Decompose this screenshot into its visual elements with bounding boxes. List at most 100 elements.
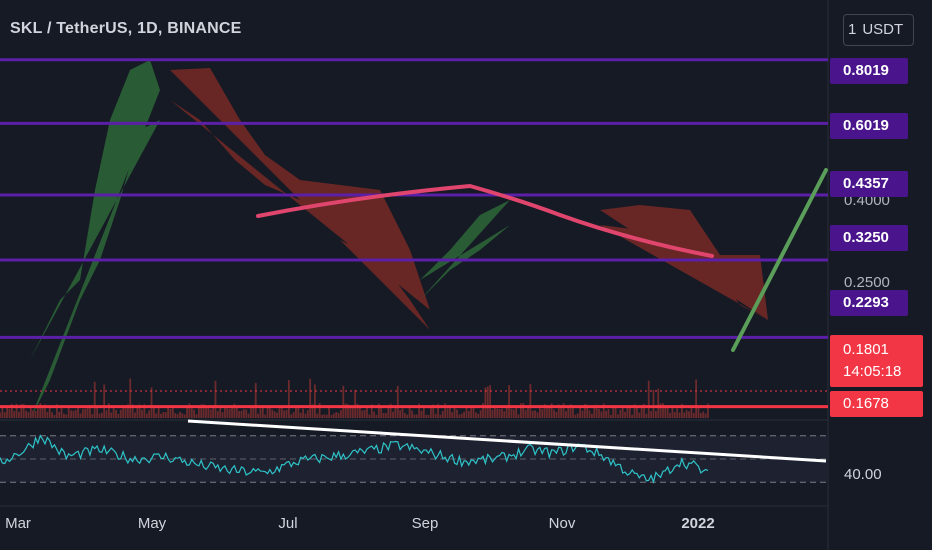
volume-bar xyxy=(446,408,449,418)
volume-bar xyxy=(115,410,117,418)
volume-bar xyxy=(598,408,600,418)
cloud-bear-1 xyxy=(600,205,768,320)
volume-bar xyxy=(621,405,624,418)
volume-bar xyxy=(323,414,326,418)
cloud-bull-1 xyxy=(420,200,510,300)
volume-bar xyxy=(10,404,13,418)
volume-bar xyxy=(41,407,44,418)
volume-bar xyxy=(240,410,243,418)
volume-bar xyxy=(673,412,676,418)
volume-bar xyxy=(479,410,482,418)
volume-bar xyxy=(411,410,413,418)
volume-bar xyxy=(432,404,435,418)
volume-bar xyxy=(261,405,264,418)
cloud-bull-0 xyxy=(30,60,160,420)
volume-bar xyxy=(311,404,314,418)
rsi-line xyxy=(0,434,709,484)
volume-bar xyxy=(707,403,709,418)
volume-bar xyxy=(609,414,612,418)
volume-bar xyxy=(20,404,23,418)
volume-bar xyxy=(112,407,115,418)
volume-bar xyxy=(676,408,679,418)
volume-bar xyxy=(8,408,11,418)
volume-bar xyxy=(467,411,470,418)
level-label-4: 0.2293 xyxy=(830,290,908,316)
volume-bar xyxy=(328,406,331,418)
volume-bar xyxy=(266,406,269,418)
volume-bar xyxy=(271,409,274,418)
support-price-tag: 0.1678 xyxy=(830,391,923,417)
volume-bar xyxy=(425,414,428,418)
volume-bar xyxy=(287,380,290,418)
volume-bar xyxy=(546,408,548,418)
volume-bar xyxy=(531,410,534,418)
volume-bar xyxy=(669,413,671,418)
volume-bar xyxy=(444,403,447,418)
volume-bar xyxy=(422,407,425,418)
volume-bar xyxy=(65,414,68,418)
volume-bar xyxy=(302,408,304,418)
y-tick-1: 0.2500 xyxy=(844,274,890,291)
volume-bar xyxy=(6,406,9,418)
volume-bar xyxy=(295,405,297,418)
volume-bar xyxy=(250,408,252,418)
volume-bar xyxy=(406,414,409,418)
volume-bar xyxy=(567,407,570,418)
volume-bar xyxy=(141,409,143,418)
volume-bar xyxy=(427,414,430,418)
x-tick-2: Jul xyxy=(278,515,298,532)
volume-bar xyxy=(209,409,212,418)
volume-bar xyxy=(100,412,103,418)
volume-bar xyxy=(605,410,608,418)
volume-bar xyxy=(560,406,563,418)
volume-bar xyxy=(662,403,664,418)
volume-bar xyxy=(145,413,148,418)
volume-bar xyxy=(188,403,191,418)
rsi-trend-line[interactable] xyxy=(187,419,827,463)
volume-bar xyxy=(136,405,139,418)
volume-bar xyxy=(477,413,480,418)
volume-bar xyxy=(588,410,591,418)
volume-bar xyxy=(522,403,525,418)
volume-bar xyxy=(13,411,16,418)
volume-bar xyxy=(377,403,380,418)
currency-unit-button[interactable]: 1 USDT xyxy=(843,14,915,46)
volume-bar xyxy=(195,414,198,418)
volume-bar xyxy=(664,406,667,418)
volume-bar xyxy=(67,405,70,418)
volume-bar xyxy=(645,413,648,418)
volume-bar xyxy=(503,411,506,418)
volume-bar xyxy=(207,405,210,418)
volume-bar xyxy=(475,412,477,418)
volume-bar xyxy=(39,403,42,418)
volume-bar xyxy=(486,386,489,418)
volume-bar xyxy=(219,405,222,418)
volume-bar xyxy=(27,412,30,418)
volume-bar xyxy=(297,405,300,418)
volume-bar xyxy=(276,412,278,418)
horizontal-levels[interactable] xyxy=(0,58,828,409)
volume-bar xyxy=(543,404,546,418)
volume-bar xyxy=(60,405,63,418)
volume-bar xyxy=(370,404,373,418)
volume-bar xyxy=(385,413,387,418)
volume-bar xyxy=(354,389,357,418)
volume-bar xyxy=(283,410,286,418)
volume-bar xyxy=(160,413,162,418)
volume-bar xyxy=(484,387,487,418)
x-tick-1: May xyxy=(137,515,167,532)
volume-bar xyxy=(408,406,411,418)
volume-bar xyxy=(472,406,475,418)
last-price-tag: 0.1801 14:05:18 xyxy=(830,335,923,387)
volume-bar xyxy=(394,406,397,418)
volume-bar xyxy=(181,413,184,418)
volume-bar xyxy=(619,409,622,418)
volume-bar xyxy=(688,411,690,418)
volume-bar xyxy=(489,385,492,418)
volume-bar xyxy=(117,413,120,418)
volume-bar xyxy=(515,406,518,418)
volume-bar xyxy=(626,406,629,418)
trend-lines[interactable] xyxy=(256,168,828,352)
volume-bar xyxy=(659,403,662,418)
